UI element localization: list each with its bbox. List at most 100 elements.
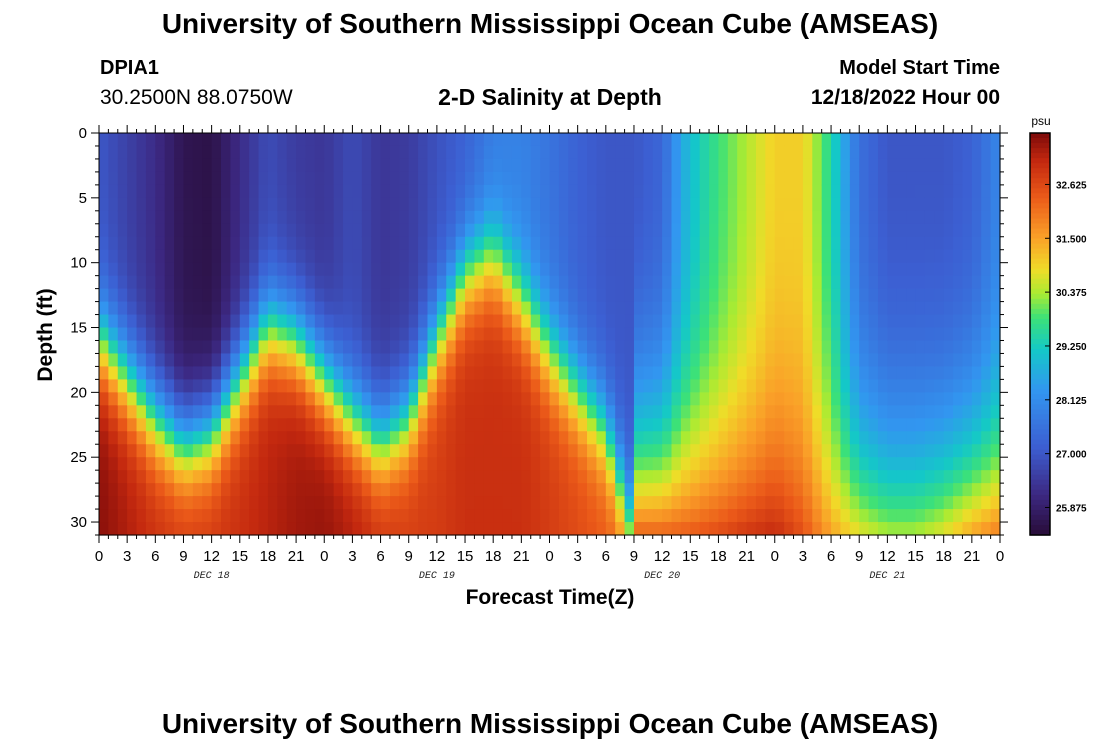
heatmap-cell (587, 483, 598, 497)
heatmap-cell (474, 340, 485, 355)
heatmap-cell (849, 470, 860, 484)
heatmap-cell (765, 184, 776, 199)
heatmap-cell (183, 249, 194, 264)
heatmap-cell (155, 327, 166, 342)
heatmap-cell (831, 366, 842, 380)
heatmap-cell (239, 288, 250, 303)
heatmap-cell (427, 223, 438, 238)
heatmap-cell (633, 379, 644, 393)
heatmap-cell (680, 197, 691, 212)
heatmap-cell (502, 133, 513, 147)
heatmap-cell (211, 431, 222, 445)
heatmap-cell (633, 509, 644, 523)
heatmap-cell (521, 327, 532, 342)
heatmap-cell (436, 314, 447, 329)
heatmap-cell (934, 171, 945, 186)
heatmap-cell (361, 262, 372, 277)
heatmap-cell (568, 327, 579, 342)
heatmap-cell (971, 223, 982, 238)
heatmap-cell (502, 431, 513, 445)
heatmap-cell (127, 197, 138, 212)
heatmap-cell (483, 496, 494, 510)
heatmap-cell (427, 483, 438, 497)
heatmap-cell (755, 457, 766, 471)
heatmap-cell (962, 249, 973, 264)
heatmap-cell (802, 236, 813, 251)
heatmap-cell (755, 184, 766, 199)
x-tick-label: 6 (602, 548, 610, 565)
heatmap-cell (324, 301, 335, 316)
heatmap-cell (868, 301, 879, 316)
heatmap-cell (127, 236, 138, 251)
heatmap-cell (671, 145, 682, 160)
heatmap-cell (727, 223, 738, 238)
heatmap-cell (511, 210, 522, 225)
heatmap-cell (483, 327, 494, 342)
heatmap-cell (211, 184, 222, 199)
station-id: DPIA1 (100, 57, 159, 79)
heatmap-cell (765, 223, 776, 238)
colorbar-band (1030, 133, 1050, 139)
heatmap-cell (605, 314, 616, 329)
heatmap-cell (727, 133, 738, 147)
heatmap-cell (887, 379, 898, 393)
heatmap-cell (934, 418, 945, 432)
colorbar-band (1030, 374, 1050, 380)
heatmap-cell (906, 340, 917, 355)
heatmap-cell (896, 275, 907, 290)
heatmap-cell (127, 444, 138, 458)
heatmap-cell (831, 133, 842, 147)
heatmap-cell (136, 379, 147, 393)
heatmap-cell (108, 145, 119, 160)
heatmap-cell (859, 522, 870, 536)
heatmap-cell (877, 483, 888, 497)
colorbar-band (1030, 394, 1050, 400)
heatmap-cell (446, 158, 457, 173)
heatmap-cell (774, 145, 785, 160)
heatmap-cell (389, 483, 400, 497)
heatmap-cell (511, 483, 522, 497)
heatmap-cell (408, 145, 419, 160)
heatmap-cell (296, 262, 307, 277)
heatmap-cell (267, 158, 278, 173)
heatmap-cell (680, 145, 691, 160)
heatmap-cell (436, 184, 447, 199)
heatmap-cell (164, 496, 175, 510)
heatmap-cell (511, 366, 522, 380)
heatmap-cell (568, 262, 579, 277)
heatmap-cell (549, 249, 560, 264)
heatmap-cell (493, 210, 504, 225)
colorbar: 32.62531.50030.37529.25028.12527.00025.8… (1029, 132, 1087, 536)
heatmap-cell (399, 158, 410, 173)
heatmap-cell (202, 379, 213, 393)
heatmap-cell (418, 340, 429, 355)
heatmap-cell (568, 431, 579, 445)
heatmap-cell (868, 158, 879, 173)
heatmap-cell (258, 249, 269, 264)
heatmap-cell (436, 366, 447, 380)
heatmap-cell (990, 392, 1001, 406)
y-axis-label: Depth (ft) (34, 288, 57, 381)
heatmap-cell (465, 457, 476, 471)
heatmap-cell (361, 288, 372, 303)
heatmap-cell (455, 353, 466, 368)
heatmap-cell (793, 496, 804, 510)
heatmap-cell (267, 444, 278, 458)
heatmap-cell (446, 444, 457, 458)
heatmap-cell (324, 171, 335, 186)
heatmap-cell (530, 327, 541, 342)
heatmap-cell (709, 197, 720, 212)
heatmap-cell (915, 418, 926, 432)
heatmap-cell (718, 145, 729, 160)
heatmap-cell (727, 522, 738, 536)
heatmap-cell (324, 353, 335, 368)
heatmap-cell (784, 158, 795, 173)
heatmap-cell (333, 262, 344, 277)
heatmap-cell (971, 327, 982, 342)
heatmap-cell (446, 431, 457, 445)
heatmap-cell (380, 133, 391, 147)
heatmap-cell (465, 145, 476, 160)
heatmap-cell (915, 301, 926, 316)
heatmap-cell (577, 496, 588, 510)
heatmap-cell (436, 496, 447, 510)
